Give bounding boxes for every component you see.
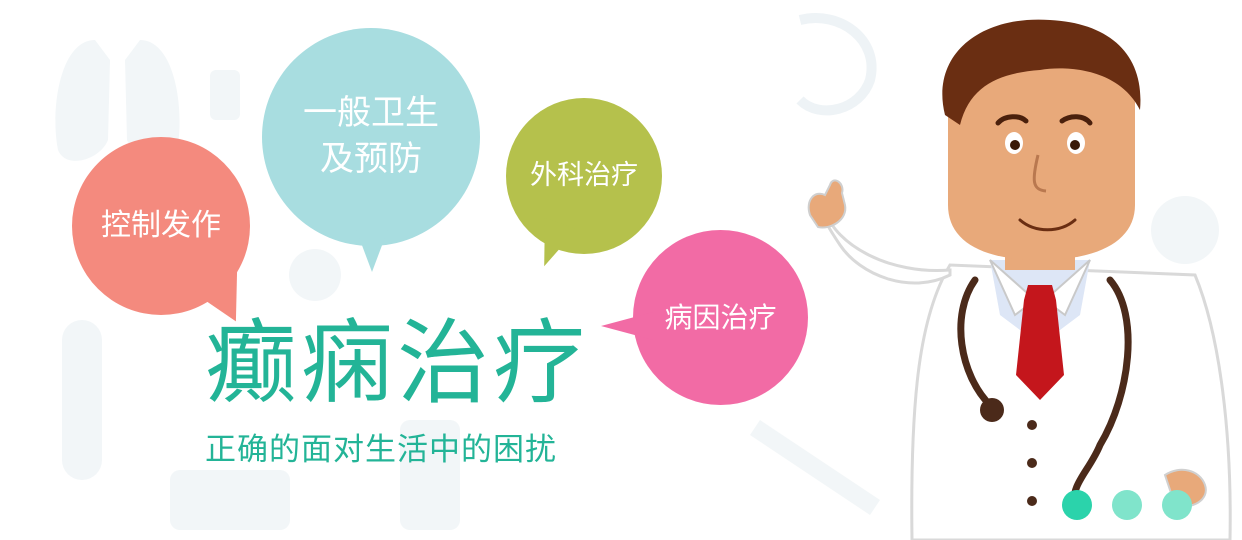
carousel-dot-1[interactable]: [1062, 490, 1092, 520]
stethoscope-icon: [957, 276, 1132, 509]
bubble-label: 外科治疗: [530, 159, 638, 191]
carousel-dot-2[interactable]: [1112, 490, 1142, 520]
doctor-illustration: [807, 19, 1232, 540]
hand-icon: [807, 179, 847, 229]
bubble-tail: [354, 224, 390, 272]
hair-icon: [942, 19, 1141, 125]
stethoscope-icon: [796, 13, 877, 116]
bubble-label: 控制发作: [101, 207, 221, 243]
speech-bubble-cause-treatment: 病因治疗: [601, 230, 808, 405]
speech-bubble-hygiene-prevention: 一般卫生 及预防: [262, 28, 480, 272]
page-title: 癫痫治疗: [205, 310, 590, 417]
tie-icon: [1016, 285, 1064, 400]
speech-bubble-surgical-treatment: 外科治疗: [506, 98, 662, 273]
virus-icon: [289, 249, 341, 301]
molecule-icon: [1151, 196, 1219, 264]
iv-bag-icon: [210, 70, 240, 120]
test-tube-icon: [62, 320, 102, 480]
carousel-dot-3[interactable]: [1162, 490, 1192, 520]
lungs-icon: [55, 40, 180, 161]
bubble-label: 病因治疗: [664, 300, 777, 334]
bubble-tail: [601, 312, 653, 340]
carousel-dots: [1062, 490, 1192, 520]
bubble-label: 一般卫生 及预防: [303, 93, 439, 179]
syringe-icon: [750, 420, 880, 515]
speech-bubble-seizure-control: 控制发作: [72, 137, 261, 333]
page-subtitle: 正确的面对生活中的困扰: [205, 432, 557, 468]
